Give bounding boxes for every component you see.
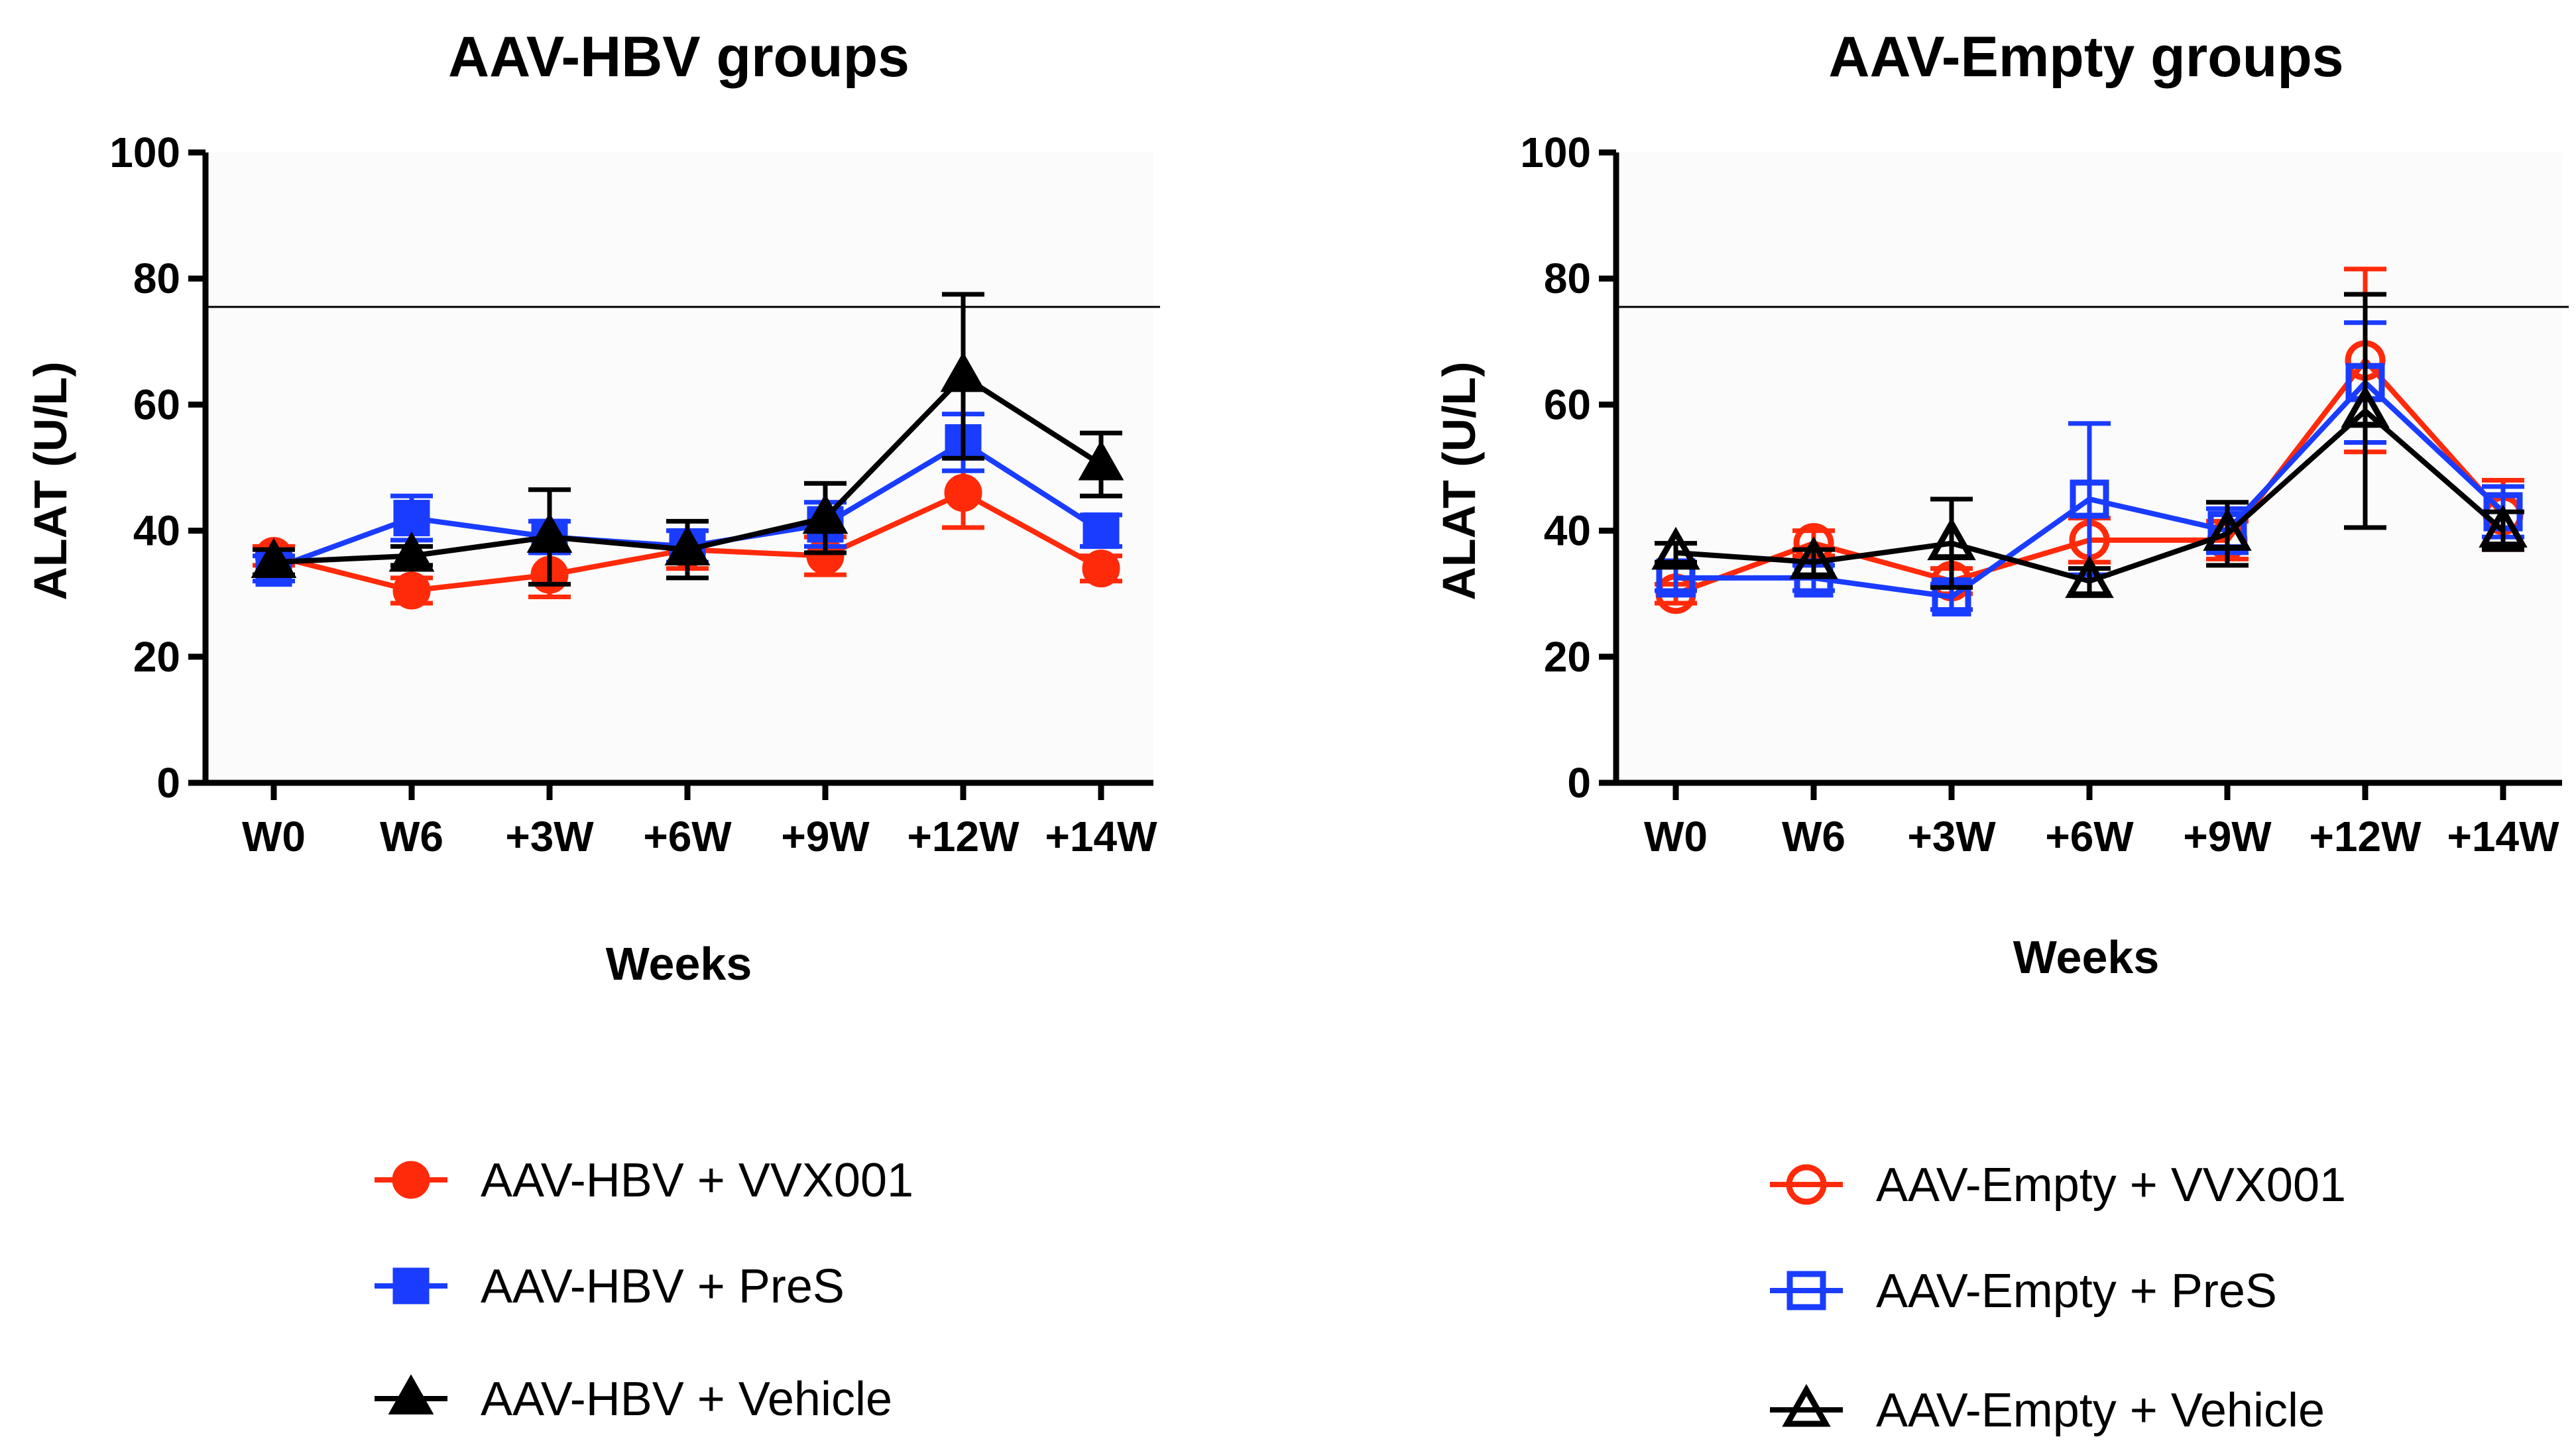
x-tick-label-w6: W6 (1782, 813, 1845, 860)
data-point-6w (664, 525, 711, 565)
y-tick-label: 60 (133, 380, 180, 428)
x-tick-label-3w: +3W (505, 813, 594, 860)
data-point-3w (1927, 517, 1976, 561)
x-axis-label: Weeks (606, 938, 752, 990)
y-axis-label: ALAT (U/L) (25, 361, 76, 600)
data-point-14w (1082, 550, 1120, 588)
legend-label: AAV-Empty + VVX001 (1876, 1159, 2346, 1212)
chart-aav-hbv-groups: AAV-HBV groups 0 20 40 60 80 100 ALAT (U/L) W0 W6… (25, 25, 1160, 990)
x-tick-label-14w: +14W (1045, 813, 1158, 860)
legend-circle-icon (392, 1161, 430, 1199)
y-tick-label: 40 (1544, 507, 1591, 555)
x-tick-label-14w: +14W (2447, 813, 2560, 860)
data-point-w6 (392, 571, 431, 610)
data-point-12w (940, 351, 986, 392)
plot-area (205, 152, 1153, 783)
x-tick-label-w0: W0 (242, 813, 306, 860)
legend-item-aav-hbv-vehicle: AAV-HBV + Vehicle (375, 1373, 892, 1426)
y-axis-label: ALAT (U/L) (1433, 361, 1485, 600)
x-tick-label-6w: +6W (643, 813, 732, 860)
legend-circle-icon (1786, 1164, 1827, 1205)
data-point-14w (2479, 504, 2528, 548)
data-point-3w (526, 512, 573, 553)
legend-triangle-icon (1782, 1383, 1831, 1427)
legend-item-aav-empty-vehicle: AAV-Empty + Vehicle (1770, 1383, 2325, 1437)
legend-label: AAV-Empty + PreS (1876, 1265, 2277, 1318)
legend-label: AAV-Empty + Vehicle (1876, 1384, 2325, 1437)
data-point-12w (944, 474, 982, 512)
legend-triangle-icon (388, 1374, 434, 1415)
x-axis-label: Weeks (2013, 931, 2160, 983)
y-tick-label: 0 (156, 759, 180, 807)
legend-item-aav-hbv-pres: AAV-HBV + PreS (375, 1260, 845, 1313)
data-point-9w (2203, 508, 2252, 551)
legend-aav-empty: AAV-Empty + VVX001 AAV-Empty + PreS AAV-Em… (1770, 1159, 2346, 1437)
legend-square-icon (1786, 1271, 1826, 1310)
legend-label: AAV-HBV + Vehicle (481, 1373, 892, 1426)
chart-title: AAV-Empty groups (1828, 25, 2343, 89)
chart-aav-empty-groups: AAV-Empty groups 0 20 40 60 80 100 ALAT (U/L) W0… (1433, 25, 2569, 983)
x-tick-label-6w: +6W (2045, 813, 2134, 860)
y-tick-label: 0 (1567, 759, 1591, 807)
data-point-14w (1083, 512, 1120, 550)
legend-square-icon (392, 1267, 430, 1304)
series-aav-hbv-vehicle (251, 292, 1124, 587)
x-tick-label-12w: +12W (2310, 813, 2422, 860)
legend-label: AAV-HBV + VVX001 (481, 1154, 913, 1207)
series-aav-empty-vehicle (1651, 292, 2528, 599)
data-point-w6 (388, 531, 435, 572)
data-point-6w (2070, 479, 2109, 519)
x-tick-label-12w: +12W (907, 813, 1020, 860)
x-tick-label-9w: +9W (781, 813, 870, 860)
x-tick-label-9w: +9W (2183, 813, 2272, 860)
legend-item-aav-hbv-vvx001: AAV-HBV + VVX001 (375, 1154, 913, 1207)
chart-title: AAV-HBV groups (448, 25, 909, 89)
y-tick-label: 20 (133, 633, 180, 681)
y-tick-label: 80 (1544, 255, 1591, 302)
data-point-w0 (251, 538, 297, 578)
y-tick-label: 40 (133, 507, 180, 555)
legend-aav-hbv: AAV-HBV + VVX001 AAV-HBV + PreS AAV-HBV + … (375, 1154, 913, 1426)
legend-item-aav-empty-vvx001: AAV-Empty + VVX001 (1770, 1159, 2346, 1212)
data-point-w6 (1789, 536, 1838, 579)
y-tick-label: 100 (109, 129, 180, 176)
y-tick-label: 80 (133, 255, 180, 302)
data-point-6w (2065, 555, 2114, 599)
legend-item-aav-empty-pres: AAV-Empty + PreS (1770, 1265, 2277, 1318)
data-point-12w (2341, 384, 2390, 428)
data-point-14w (1078, 440, 1124, 481)
x-tick-label-w0: W0 (1644, 813, 1708, 860)
legend-label: AAV-HBV + PreS (481, 1260, 845, 1313)
x-tick-label-w6: W6 (380, 813, 443, 860)
y-tick-label: 100 (1520, 129, 1591, 176)
data-point-w0 (1651, 526, 1700, 570)
y-tick-label: 20 (1544, 633, 1591, 681)
data-point-w6 (393, 500, 430, 537)
data-point-9w (802, 493, 849, 534)
y-tick-label: 60 (1544, 380, 1591, 428)
x-tick-label-3w: +3W (1907, 813, 1996, 860)
